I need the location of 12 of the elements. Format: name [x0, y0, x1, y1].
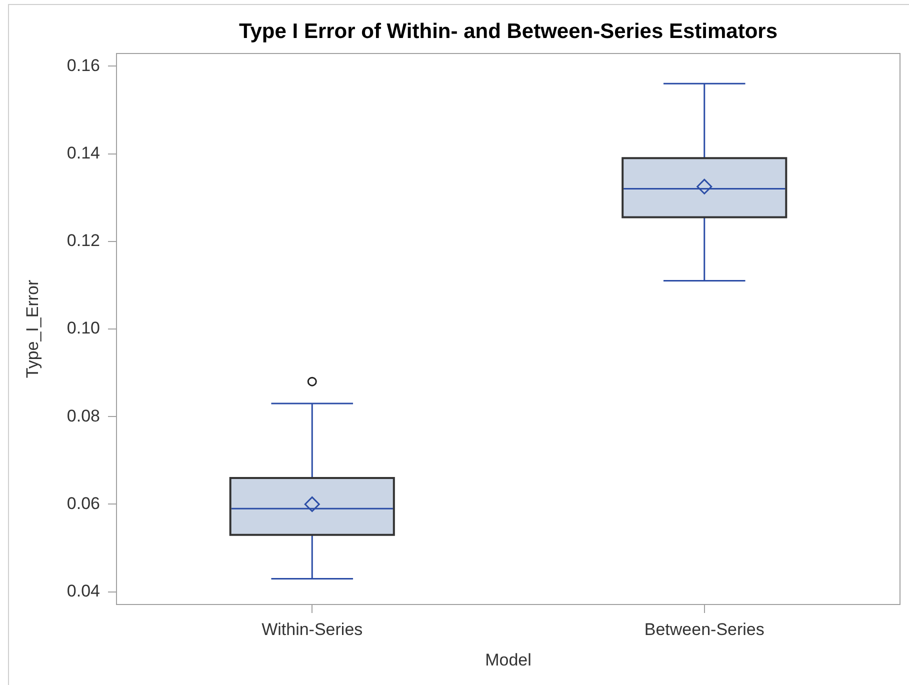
x-tick-label: Between-Series	[644, 620, 764, 639]
x-tick-label: Within-Series	[262, 620, 363, 639]
y-tick-label: 0.06	[66, 494, 100, 513]
x-axis-title: Model	[485, 650, 532, 670]
y-tick-label: 0.04	[66, 582, 100, 601]
y-tick-label: 0.16	[66, 56, 100, 75]
y-tick-label: 0.10	[66, 318, 100, 338]
y-tick-label: 0.08	[66, 406, 100, 426]
chart-title: Type I Error of Within- and Between-Series Estimators	[238, 20, 778, 43]
y-tick-label: 0.14	[66, 143, 100, 162]
y-axis-title: Type_I_Error	[22, 280, 42, 378]
y-tick-label: 0.12	[66, 231, 100, 250]
